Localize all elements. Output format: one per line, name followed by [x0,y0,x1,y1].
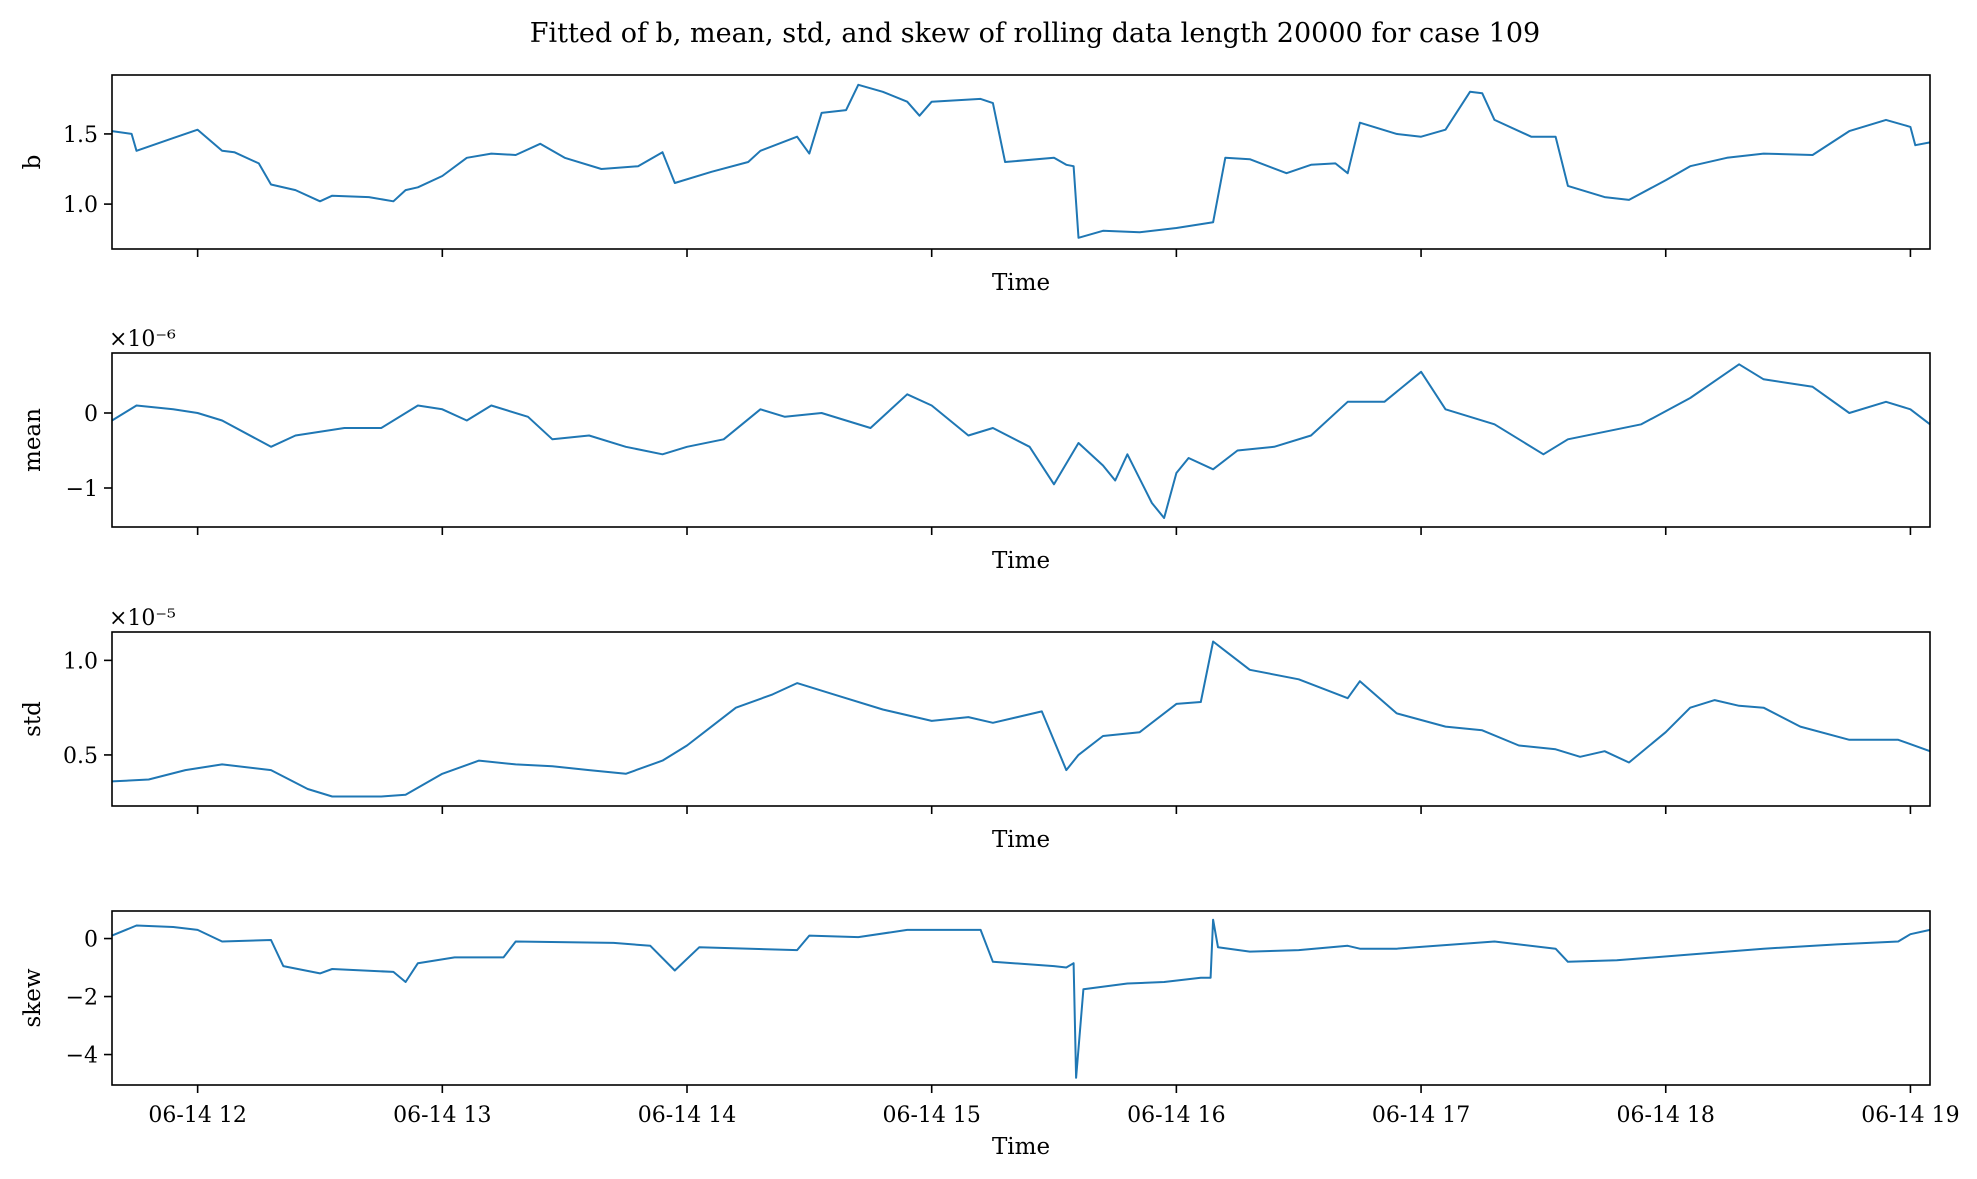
x-tick-label: 06-14 13 [393,1103,491,1128]
axes-frame-skew [111,910,1931,1086]
y-tick-label-std: 0.5 [63,744,98,769]
subplot-mean: −1 0 Time mean ×10⁻⁶ [20,327,1931,574]
x-tick-label: 06-14 17 [1372,1103,1470,1128]
axes-frame-b [111,74,1931,250]
subplot-skew: −4 −2 0 06-14 12 06-14 13 06-14 14 06-14 15 06-… [20,910,1960,1160]
x-tick-label: 06-14 19 [1861,1103,1959,1128]
y-offset-label-std: ×10⁻⁵ [109,606,176,631]
x-tick-label: 06-14 14 [638,1103,736,1128]
series-line-skew [111,918,1931,1079]
series-line-mean [111,363,1931,519]
series-line-b [111,83,1931,239]
y-tick-label-mean: 0 [84,402,98,427]
y-axis-label-std: std [20,701,46,737]
x-tick-label: 06-14 18 [1617,1103,1715,1128]
y-tick-label-std: 1.0 [63,649,98,674]
subplot-std: 0.5 1.0 Time std ×10⁻⁵ [20,606,1931,853]
y-axis-label-skew: skew [20,968,46,1027]
y-axis-label-mean: mean [20,408,46,472]
y-tick-label-skew: −4 [66,1044,98,1069]
subplot-b: 1.0 1.5 Time b [20,74,1931,296]
y-offset-label-mean: ×10⁻⁶ [109,327,176,352]
y-axis-label-b: b [20,155,46,170]
x-tick-label: 06-14 12 [148,1103,246,1128]
axes-frame-mean [111,352,1931,528]
x-axis-label-skew: Time [992,1134,1050,1160]
series-line-std [111,640,1931,798]
x-axis-label-b: Time [992,270,1050,296]
y-tick-label-b: 1.0 [63,193,98,218]
y-tick-label-b: 1.5 [63,123,98,148]
chart-title: Fitted of b, mean, std, and skew of roll… [530,18,1540,49]
x-tick-label: 06-14 16 [1127,1103,1225,1128]
subplots: 1.0 1.5 Time b −1 0 Time mean ×10⁻⁶ 0.5 1.0 Time std… [20,74,1960,1160]
y-tick-label-mean: −1 [66,477,98,502]
x-axis-label-std: Time [992,827,1050,853]
axes-frame-std [111,631,1931,807]
y-tick-label-skew: −2 [66,986,98,1011]
y-tick-label-skew: 0 [84,928,98,953]
x-axis-label-mean: Time [992,548,1050,574]
x-tick-label: 06-14 15 [882,1103,980,1128]
